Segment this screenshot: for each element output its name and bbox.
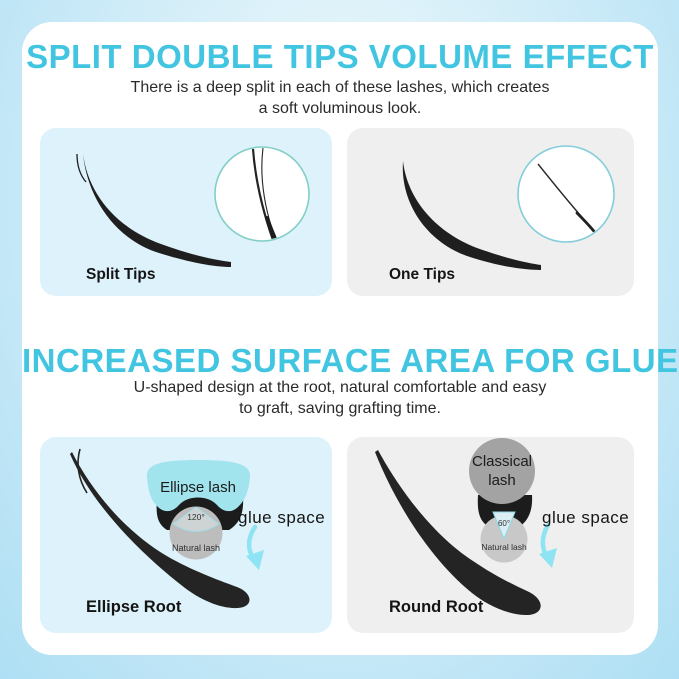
ellipse-root-illustration bbox=[70, 448, 264, 609]
section2-subtitle: U-shaped design at the root, natural com… bbox=[22, 378, 658, 419]
classical-lash-label: Classical lash bbox=[471, 453, 532, 489]
section2-title: INCREASED SURFACE AREA FOR GLUE bbox=[22, 342, 679, 379]
angle-wedge bbox=[172, 506, 220, 532]
angle-60-label: 60° bbox=[497, 519, 511, 528]
one-tips-panel: One Tips bbox=[347, 128, 634, 296]
section1-subtitle-line1: There is a deep split in each of these l… bbox=[130, 79, 550, 96]
glue-space-label: glue space bbox=[238, 508, 326, 527]
angle-120-label: 120° bbox=[187, 512, 205, 522]
tips-comparison-row: Split Tips One Tips bbox=[40, 128, 634, 296]
round-root-panel: Classical lash 60° Natural lash glue spa… bbox=[347, 437, 634, 633]
natural-lash-label: Natural lash bbox=[171, 543, 221, 553]
thick-lash bbox=[70, 452, 250, 609]
root-comparison-row: Ellipse lash 120° Natural lash glue spac… bbox=[40, 437, 634, 633]
glue-space-arrow-icon bbox=[539, 522, 557, 568]
split-strand bbox=[77, 448, 88, 494]
classical-lash-circle bbox=[469, 438, 535, 504]
split-strand bbox=[76, 153, 87, 183]
glue-wedges bbox=[477, 495, 533, 527]
section1-title: SPLIT DOUBLE TIPS VOLUME EFFECT bbox=[26, 38, 654, 75]
split-tips-label: Split Tips bbox=[86, 266, 156, 283]
magnifier-circle-icon bbox=[517, 145, 615, 243]
content-card: SPLIT DOUBLE TIPS VOLUME EFFECT There is… bbox=[22, 22, 679, 655]
section1-subtitle-line2: a soft voluminous look. bbox=[258, 99, 422, 117]
split-tips-panel: Split Tips bbox=[40, 128, 332, 296]
ellipse-root-panel: Ellipse lash 120° Natural lash glue spac… bbox=[40, 437, 332, 633]
section2-subtitle-line2: to graft, saving grafting time. bbox=[239, 399, 441, 417]
ellipse-lash-blob bbox=[146, 460, 251, 512]
round-root-label: Round Root bbox=[389, 598, 484, 616]
natural-lash-label: Natural lash bbox=[481, 542, 527, 552]
lash-curve bbox=[83, 154, 231, 267]
angle-wedge bbox=[492, 511, 516, 541]
section1-subtitle: There is a deep split in each of these l… bbox=[22, 78, 658, 119]
glue-space-arrow-icon bbox=[246, 524, 264, 570]
single-lash-illustration bbox=[402, 145, 615, 270]
ellipse-lash-label: Ellipse lash bbox=[160, 479, 236, 496]
one-tips-label: One Tips bbox=[389, 266, 456, 283]
lash-curve bbox=[402, 161, 541, 270]
magnifier-circle-icon bbox=[214, 146, 310, 242]
glue-space-label: glue space bbox=[542, 508, 630, 527]
section2-subtitle-line1: U-shaped design at the root, natural com… bbox=[133, 379, 547, 396]
ellipse-root-label: Ellipse Root bbox=[86, 598, 182, 616]
thick-lash bbox=[375, 450, 541, 616]
round-root-illustration bbox=[375, 438, 557, 616]
split-lash-illustration bbox=[76, 146, 310, 267]
